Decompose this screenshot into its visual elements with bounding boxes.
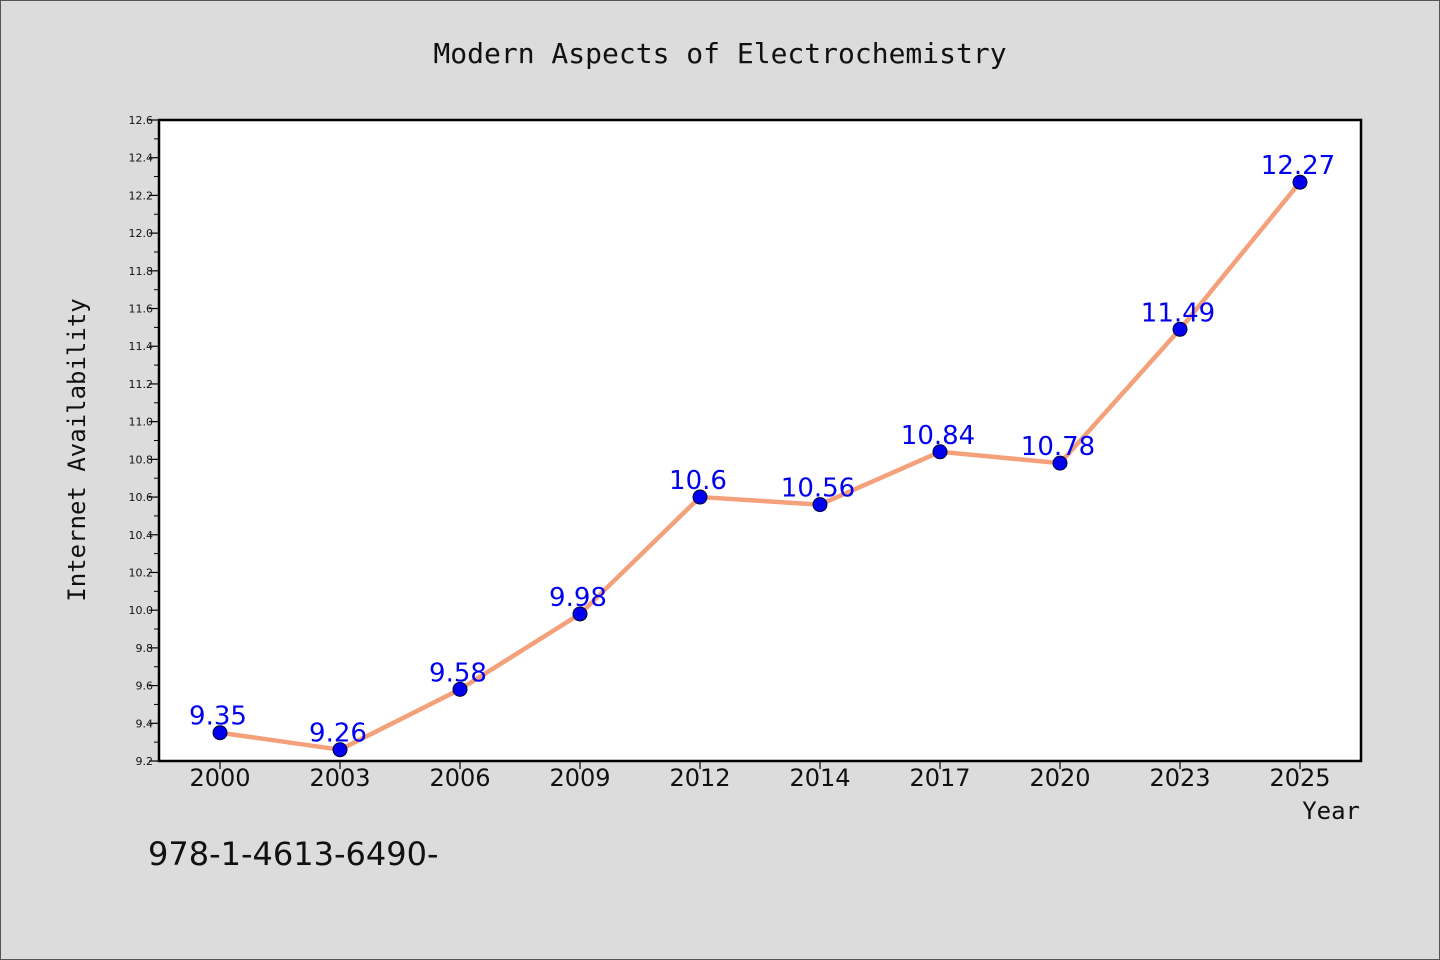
data-point <box>212 725 228 741</box>
data-label: 9.35 <box>189 702 247 732</box>
plot-area <box>157 118 1363 763</box>
y-tick-label: 12.6 <box>129 114 154 127</box>
y-tick-label: 10.8 <box>129 453 154 466</box>
y-tick-label: 12.0 <box>129 227 154 240</box>
y-tick-label: 10.6 <box>129 491 154 504</box>
series-line <box>217 179 1303 752</box>
data-point <box>932 444 948 460</box>
x-tick-label: 2025 <box>1269 764 1330 792</box>
data-markers <box>212 174 1308 758</box>
y-tick-label: 11.4 <box>129 340 154 353</box>
y-tick-label: 10.4 <box>129 529 154 542</box>
y-tick-label: 12.4 <box>129 152 154 165</box>
data-label: 9.26 <box>309 719 367 749</box>
y-tick-label: 11.0 <box>129 416 154 429</box>
x-tick-label: 2023 <box>1149 764 1210 792</box>
y-tick-label: 11.6 <box>129 303 154 316</box>
data-point <box>1292 174 1308 190</box>
y-tick-label: 9.8 <box>136 642 154 655</box>
x-tick-label: 2014 <box>789 764 850 792</box>
data-point <box>332 742 348 758</box>
x-tick-label: 2006 <box>429 764 490 792</box>
data-label: 10.84 <box>901 421 975 451</box>
x-tick-label: 2020 <box>1029 764 1090 792</box>
chart-title: Modern Aspects of Electrochemistry <box>433 37 1006 70</box>
x-tick-label: 2003 <box>309 764 370 792</box>
data-point <box>572 606 588 622</box>
data-label: 9.98 <box>549 583 607 613</box>
y-tick-label: 10.0 <box>129 604 154 617</box>
x-tick-label: 2017 <box>909 764 970 792</box>
data-point <box>1172 321 1188 337</box>
x-tick-label: 2012 <box>669 764 730 792</box>
data-labels: 9.35 9.26 9.58 9.98 10.6 10.56 10.84 10.78 11.49… <box>189 151 1335 748</box>
data-label: 10.6 <box>669 466 727 496</box>
data-label: 10.78 <box>1021 432 1095 462</box>
data-point <box>692 489 708 505</box>
y-tick-label: 10.2 <box>129 566 154 579</box>
x-axis-label: Year <box>1302 797 1360 825</box>
data-label: 9.58 <box>429 658 487 688</box>
data-point <box>1052 455 1068 471</box>
y-tick-label: 9.6 <box>136 680 154 693</box>
y-tick-label: 9.4 <box>136 717 154 730</box>
x-tick-label: 2000 <box>189 764 250 792</box>
y-axis-label: Internet Availability <box>63 298 91 601</box>
data-point <box>452 681 468 697</box>
y-tick-label: 9.2 <box>136 755 154 768</box>
footer-text: 978-1-4613-6490- <box>148 835 439 873</box>
data-label: 10.56 <box>781 474 855 504</box>
x-axis: 2000 2003 2006 2009 2012 2014 2017 2020 2023 2025 <box>189 761 1331 792</box>
y-tick-label: 12.2 <box>129 189 154 202</box>
data-point <box>812 497 828 513</box>
x-tick-label: 2009 <box>549 764 610 792</box>
y-tick-label: 11.8 <box>129 265 154 278</box>
y-tick-label: 11.2 <box>129 378 154 391</box>
data-label: 12.27 <box>1261 151 1335 181</box>
y-axis: 9.2 9.4 9.6 9.8 10.0 10.2 10.4 10.6 10.8 11.0 11.2… <box>129 114 159 768</box>
data-label: 11.49 <box>1141 298 1215 328</box>
